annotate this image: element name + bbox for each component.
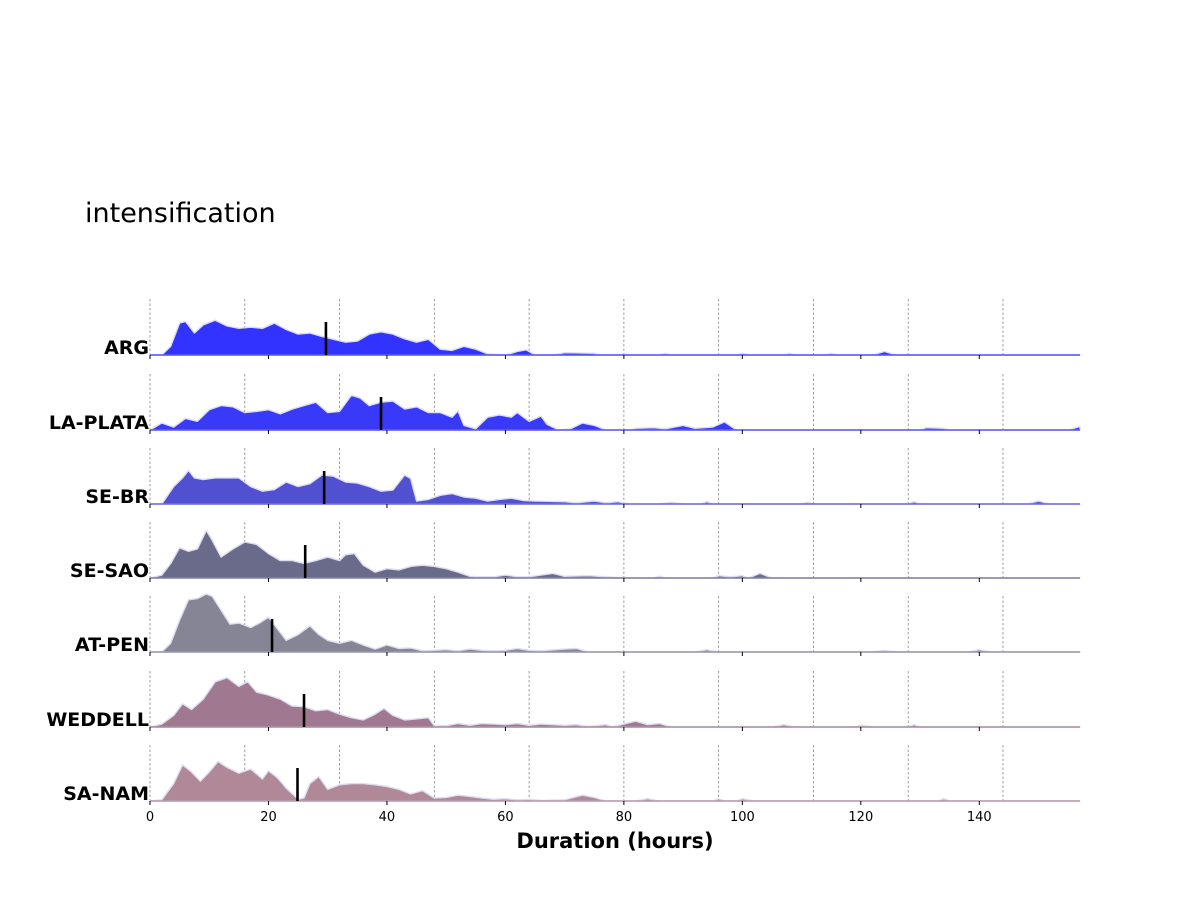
x-tick-label: 140 bbox=[967, 810, 992, 825]
ridge-row-la-plata: LA-PLATA bbox=[49, 374, 1081, 434]
row-label-se-sao: SE-SAO bbox=[70, 560, 149, 582]
ridge-rows: ARG LA-PLATA SE-BR SE-SAO AT-PEN WEDDELL SA-NA… bbox=[46, 299, 1081, 805]
row-label-arg: ARG bbox=[104, 337, 149, 359]
x-axis-title: Duration (hours) bbox=[516, 829, 713, 853]
ridge-row-weddell: WEDDELL bbox=[46, 671, 1081, 731]
x-axis: 0 20 40 60 80 100 120 140 bbox=[146, 810, 992, 825]
ridge-row-sa-nam: SA-NAM bbox=[63, 745, 1081, 805]
x-tick-label: 0 bbox=[146, 810, 154, 825]
x-tick-label: 80 bbox=[616, 810, 633, 825]
x-tick-label: 100 bbox=[730, 810, 755, 825]
x-tick-label: 20 bbox=[260, 810, 277, 825]
row-label-weddell: WEDDELL bbox=[46, 709, 149, 731]
chart-title: intensification bbox=[85, 198, 276, 229]
row-label-se-br: SE-BR bbox=[85, 486, 149, 508]
ridge-row-se-br: SE-BR bbox=[85, 448, 1081, 508]
ridge-row-se-sao: SE-SAO bbox=[70, 522, 1081, 582]
density-area-weddell bbox=[149, 677, 1081, 728]
row-label-la-plata: LA-PLATA bbox=[49, 412, 149, 434]
row-label-at-pen: AT-PEN bbox=[75, 634, 149, 656]
density-area-la-plata bbox=[149, 394, 1081, 431]
density-area-at-pen bbox=[149, 593, 1081, 653]
x-tick-label: 60 bbox=[497, 810, 514, 825]
density-area-se-sao bbox=[149, 529, 1081, 579]
density-area-se-br bbox=[149, 469, 1081, 505]
density-area-arg bbox=[149, 319, 1081, 356]
ridge-row-at-pen: AT-PEN bbox=[75, 593, 1081, 656]
ridge-row-arg: ARG bbox=[104, 299, 1081, 359]
x-tick-label: 40 bbox=[379, 810, 396, 825]
x-tick-label: 120 bbox=[848, 810, 873, 825]
density-area-sa-nam bbox=[149, 760, 1081, 802]
row-label-sa-nam: SA-NAM bbox=[63, 783, 149, 805]
